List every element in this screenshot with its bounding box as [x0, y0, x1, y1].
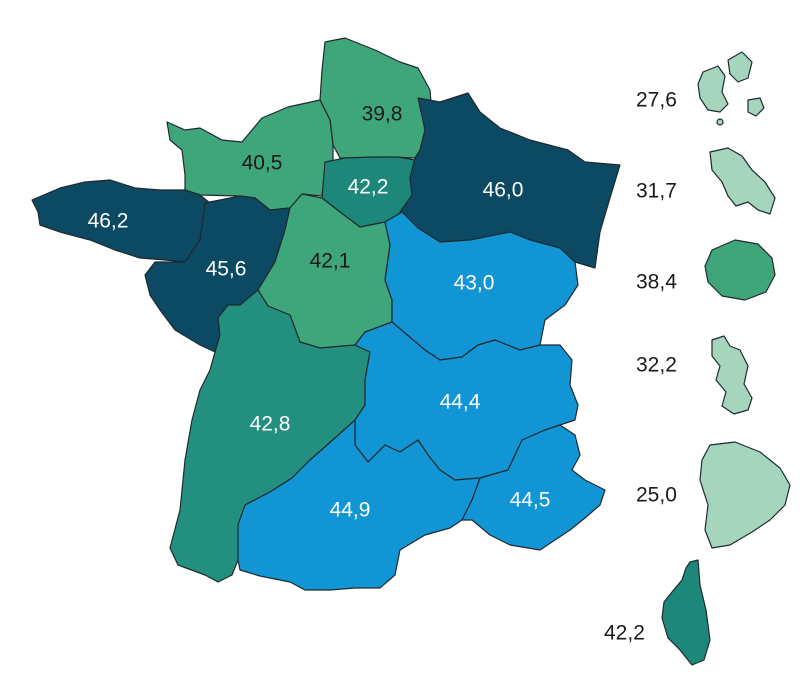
label-guadeloupe: 27,6	[636, 89, 677, 112]
label-pays-de-la-loire: 45,6	[206, 258, 247, 281]
label-reunion: 38,4	[636, 271, 677, 294]
mayotte-shape	[711, 335, 753, 415]
reunion-shape	[704, 239, 776, 301]
label-grand-est: 46,0	[483, 179, 524, 202]
label-mayotte: 32,2	[636, 354, 677, 377]
guyane-shape	[699, 441, 791, 549]
label-martinique: 31,7	[636, 180, 677, 203]
label-bourgogne-franche-comte: 43,0	[454, 272, 495, 295]
label-ile-de-france: 42,2	[348, 176, 389, 199]
label-bretagne: 46,2	[88, 210, 129, 233]
label-centre-val-de-loire: 42,1	[310, 250, 351, 273]
label-auvergne-rhone-alpes: 44,4	[440, 391, 481, 414]
label-provence-alpes-cote-azur: 44,5	[510, 489, 551, 512]
label-hauts-de-france: 39,8	[362, 103, 403, 126]
label-occitanie: 44,9	[330, 499, 371, 522]
label-normandie: 40,5	[242, 152, 283, 175]
region-hauts-de-france	[319, 37, 433, 159]
label-nouvelle-aquitaine: 42,8	[250, 413, 291, 436]
region-provence-alpes-cote-azur	[461, 424, 606, 551]
label-guyane: 25,0	[636, 484, 677, 507]
martinique-shape	[709, 147, 776, 215]
corse-shape	[661, 559, 711, 666]
region-bourgogne-franche-comte	[384, 211, 579, 361]
label-corse: 42,2	[604, 622, 645, 645]
guadeloupe-shape	[697, 51, 765, 126]
